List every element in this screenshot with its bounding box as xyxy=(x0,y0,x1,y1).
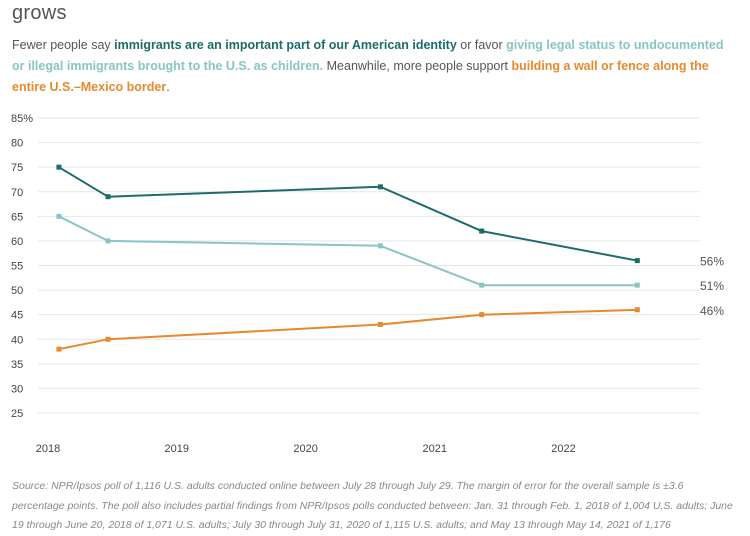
chart-subtitle: Fewer people say immigrants are an impor… xyxy=(12,35,734,98)
subtitle-text-2: or favor xyxy=(456,38,507,52)
y-tick-label: 55 xyxy=(11,261,23,273)
series-line-wall xyxy=(58,308,638,351)
end-label-wall: 46% xyxy=(700,304,724,318)
end-label-identity: 56% xyxy=(700,255,724,269)
subtitle-highlight-legal-status: giving legal status to undocumented or i… xyxy=(12,38,724,73)
subtitle-highlight-identity: immigrants are an important part of our … xyxy=(114,38,457,52)
series-line-identity xyxy=(58,166,638,262)
series-point-identity xyxy=(634,258,640,264)
x-tick-label: 2021 xyxy=(423,443,447,455)
y-tick-label: 45 xyxy=(11,310,23,322)
y-tick-label: 50 xyxy=(11,285,23,297)
line-chart: 85% 80 75 70 65 60 55 50 45 40 35 30 25 2018 2019 2020 2… xyxy=(11,113,724,455)
y-tick-label: 25 xyxy=(11,408,23,420)
series-point-legal_status xyxy=(634,282,640,288)
x-tick-label: 2022 xyxy=(551,443,575,455)
x-tick-label: 2018 xyxy=(36,443,60,455)
y-tick-label: 70 xyxy=(11,187,23,199)
series-point-identity xyxy=(479,228,485,234)
y-tick-label: 85% xyxy=(11,113,33,125)
series-point-wall xyxy=(56,346,62,352)
subtitle-text-1: Fewer people say xyxy=(12,38,115,52)
series-point-wall xyxy=(105,336,111,342)
y-tick-label: 35 xyxy=(11,359,23,371)
y-tick-label: 80 xyxy=(11,138,23,150)
y-tick-label: 75 xyxy=(11,162,23,174)
x-tick-label: 2019 xyxy=(165,443,189,455)
series-point-wall xyxy=(377,322,383,327)
y-tick-label: 30 xyxy=(11,383,23,395)
subtitle-highlight-wall: building a wall or fence along the entir… xyxy=(12,59,709,94)
series-point-legal_status xyxy=(377,243,383,249)
series-point-identity xyxy=(105,194,111,200)
x-tick-label: 2020 xyxy=(293,443,317,455)
source-note: Source: NPR/Ipsos poll of 1,116 U.S. adu… xyxy=(12,480,733,531)
y-tick-label: 40 xyxy=(11,334,23,346)
series-point-wall xyxy=(634,307,640,313)
chart-heading: grows xyxy=(12,2,67,24)
series-point-identity xyxy=(56,164,62,170)
series-point-legal_status xyxy=(56,213,62,219)
series-point-legal_status xyxy=(479,282,485,288)
end-label-legal_status: 51% xyxy=(700,279,724,293)
subtitle-text-4: . xyxy=(166,80,170,94)
series-line-legal_status xyxy=(58,215,638,287)
y-tick-label: 60 xyxy=(11,236,23,248)
series-point-wall xyxy=(479,312,485,318)
y-tick-label: 65 xyxy=(11,211,23,223)
series-point-legal_status xyxy=(105,238,111,244)
subtitle-text-3: Meanwhile, more people support xyxy=(323,59,512,73)
series-point-identity xyxy=(377,184,383,190)
